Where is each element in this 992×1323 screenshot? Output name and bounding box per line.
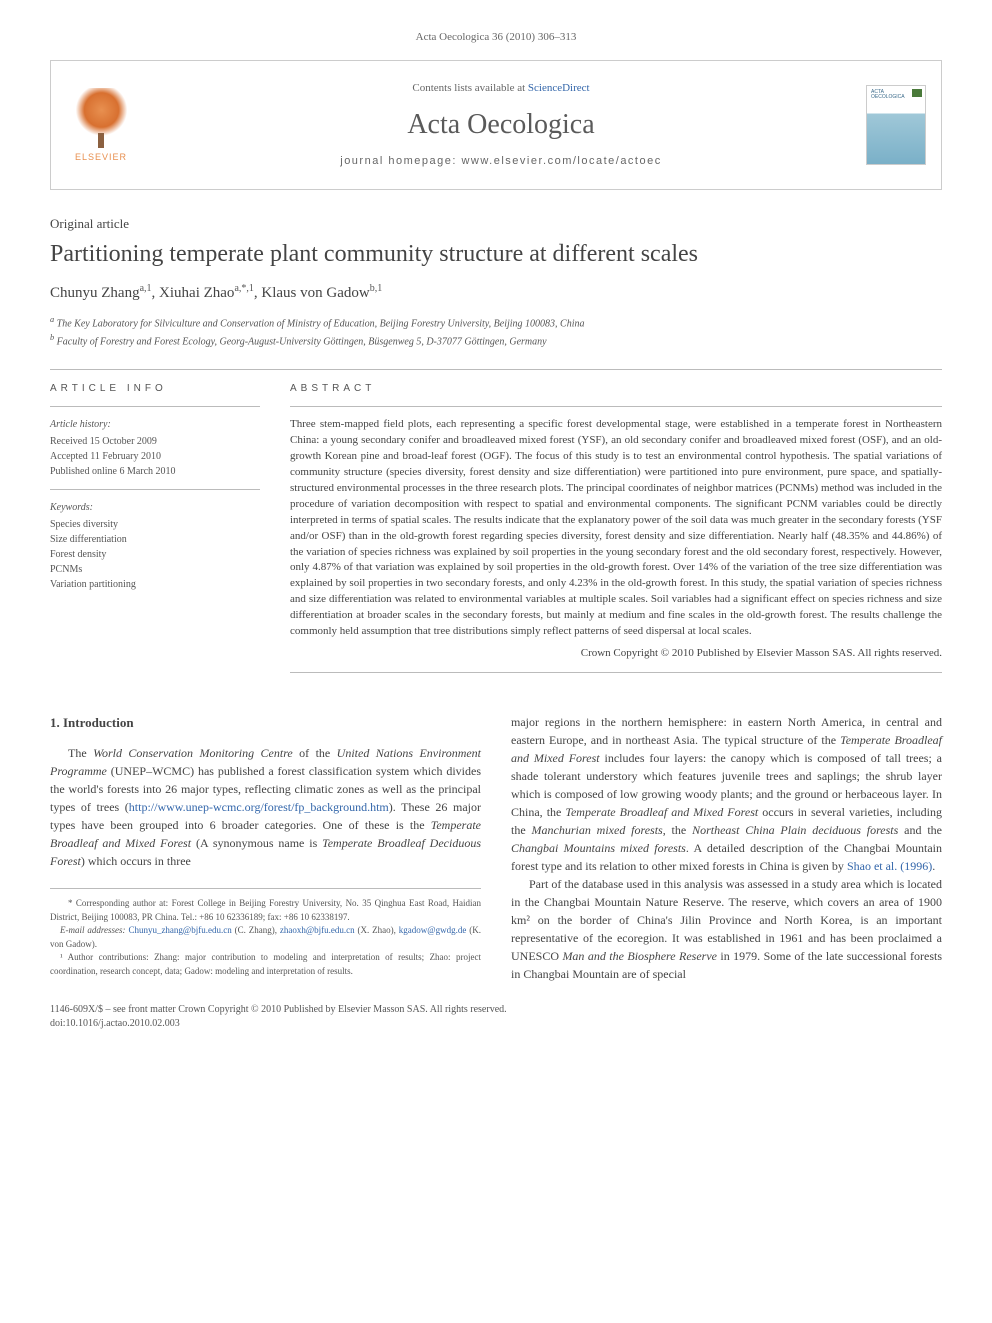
text: , the (663, 823, 692, 837)
journal-name: Acta Oecologica (136, 105, 866, 144)
affiliation: a The Key Laboratory for Silviculture an… (50, 314, 942, 331)
aff-text: Faculty of Forestry and Forest Ecology, … (57, 336, 547, 347)
section-number: 1. (50, 715, 60, 730)
affiliations: a The Key Laboratory for Silviculture an… (50, 314, 942, 349)
journal-cover-thumbnail: ACTAOECOLOGICA (866, 85, 926, 165)
email-addresses: E-mail addresses: Chunyu_zhang@bjfu.edu.… (50, 924, 481, 951)
footnote-label: ¹ Author contributions: (60, 952, 154, 962)
affiliation: b Faculty of Forestry and Forest Ecology… (50, 332, 942, 349)
text: (X. Zhao), (355, 925, 399, 935)
header-center: Contents lists available at ScienceDirec… (136, 81, 866, 169)
text: (C. Zhang), (232, 925, 280, 935)
contents-line: Contents lists available at ScienceDirec… (136, 81, 866, 96)
homepage-line: journal homepage: www.elsevier.com/locat… (136, 154, 866, 169)
text: . (932, 859, 935, 873)
email-link[interactable]: zhaoxh@bjfu.edu.cn (280, 925, 355, 935)
body-columns: 1. Introduction The World Conservation M… (50, 713, 942, 983)
author: Klaus von Gadow (261, 285, 369, 301)
text: The (68, 746, 93, 760)
body-column-left: 1. Introduction The World Conservation M… (50, 713, 481, 983)
keyword: Variation partitioning (50, 577, 260, 592)
abstract-copyright: Crown Copyright © 2010 Published by Else… (290, 646, 942, 661)
body-paragraph: Part of the database used in this analys… (511, 875, 942, 983)
article-title: Partitioning temperate plant community s… (50, 240, 942, 269)
citation-link[interactable]: Shao et al. (1996) (847, 859, 932, 873)
cover-title: ACTAOECOLOGICA (871, 90, 905, 100)
history-line: Accepted 11 February 2010 (50, 449, 260, 464)
italic-term: Manchurian mixed forests (532, 823, 663, 837)
history-line: Received 15 October 2009 (50, 434, 260, 449)
section-title: Introduction (63, 715, 134, 730)
info-divider (290, 406, 942, 407)
footer-line: 1146-609X/$ – see front matter Crown Cop… (50, 1003, 942, 1017)
running-head: Acta Oecologica 36 (2010) 306–313 (50, 30, 942, 45)
journal-header: ELSEVIER Contents lists available at Sci… (50, 60, 942, 190)
body-paragraph: major regions in the northern hemisphere… (511, 713, 942, 875)
info-divider (50, 489, 260, 490)
info-abstract-row: ARTICLE INFO Article history: Received 1… (50, 382, 942, 683)
article-type: Original article (50, 215, 942, 233)
author-sup: b,1 (370, 283, 383, 294)
email-link[interactable]: Chunyu_zhang@bjfu.edu.cn (128, 925, 231, 935)
abstract-text: Three stem-mapped field plots, each repr… (290, 417, 942, 640)
author-sup: a,1 (140, 283, 152, 294)
abstract-column: ABSTRACT Three stem-mapped field plots, … (290, 382, 942, 683)
sciencedirect-link[interactable]: ScienceDirect (528, 82, 590, 94)
keyword: Species diversity (50, 517, 260, 532)
homepage-prefix: journal homepage: (340, 155, 461, 167)
info-divider (50, 406, 260, 407)
italic-term: Northeast China Plain deciduous forests (692, 823, 898, 837)
italic-term: Temperate Broadleaf and Mixed Forest (565, 805, 758, 819)
contents-prefix: Contents lists available at (412, 82, 527, 94)
homepage-url[interactable]: www.elsevier.com/locate/actoec (461, 155, 661, 167)
footnote-label: * Corresponding author at: (68, 898, 172, 908)
history-heading: Article history: (50, 417, 260, 432)
keyword: PCNMs (50, 562, 260, 577)
section-heading: 1. Introduction (50, 713, 481, 733)
email-link[interactable]: kgadow@gwdg.de (399, 925, 467, 935)
aff-sup: a (50, 315, 54, 324)
publisher-name: ELSEVIER (75, 151, 127, 164)
author-list: Chunyu Zhanga,1, Xiuhai Zhaoa,*,1, Klaus… (50, 282, 942, 304)
divider (50, 369, 942, 370)
body-column-right: major regions in the northern hemisphere… (511, 713, 942, 983)
elsevier-tree-icon (74, 88, 129, 143)
elsevier-logo: ELSEVIER (66, 85, 136, 165)
author: Chunyu Zhang (50, 285, 140, 301)
author-sup: a,*,1 (234, 283, 253, 294)
footnotes: * Corresponding author at: Forest Colleg… (50, 888, 481, 978)
history-line: Published online 6 March 2010 (50, 464, 260, 479)
corresponding-author: * Corresponding author at: Forest Colleg… (50, 897, 481, 924)
text: (A synonymous name is (191, 836, 322, 850)
italic-term: Changbai Mountains mixed forests (511, 841, 686, 855)
info-divider (290, 672, 942, 673)
text: and the (898, 823, 942, 837)
italic-term: Man and the Biosphere Reserve (562, 949, 717, 963)
keywords-heading: Keywords: (50, 500, 260, 515)
footer-doi: doi:10.1016/j.actao.2010.02.003 (50, 1017, 942, 1031)
url-link[interactable]: http://www.unep-wcmc.org/forest/fp_backg… (129, 800, 389, 814)
abstract-label: ABSTRACT (290, 382, 942, 396)
body-paragraph: The World Conservation Monitoring Centre… (50, 744, 481, 870)
aff-text: The Key Laboratory for Silviculture and … (57, 319, 585, 330)
keyword: Forest density (50, 547, 260, 562)
text: ) which occurs in three (81, 854, 191, 868)
text: of the (293, 746, 337, 760)
article-info-column: ARTICLE INFO Article history: Received 1… (50, 382, 260, 683)
author: Xiuhai Zhao (159, 285, 234, 301)
aff-sup: b (50, 333, 54, 342)
footer-copyright: 1146-609X/$ – see front matter Crown Cop… (50, 1003, 942, 1031)
keywords-block: Keywords: Species diversity Size differe… (50, 500, 260, 592)
keyword: Size differentiation (50, 532, 260, 547)
italic-term: World Conservation Monitoring Centre (93, 746, 293, 760)
footnote-label: E-mail addresses: (60, 925, 128, 935)
author-contributions: ¹ Author contributions: Zhang: major con… (50, 951, 481, 978)
article-history: Article history: Received 15 October 200… (50, 417, 260, 479)
article-info-label: ARTICLE INFO (50, 382, 260, 396)
